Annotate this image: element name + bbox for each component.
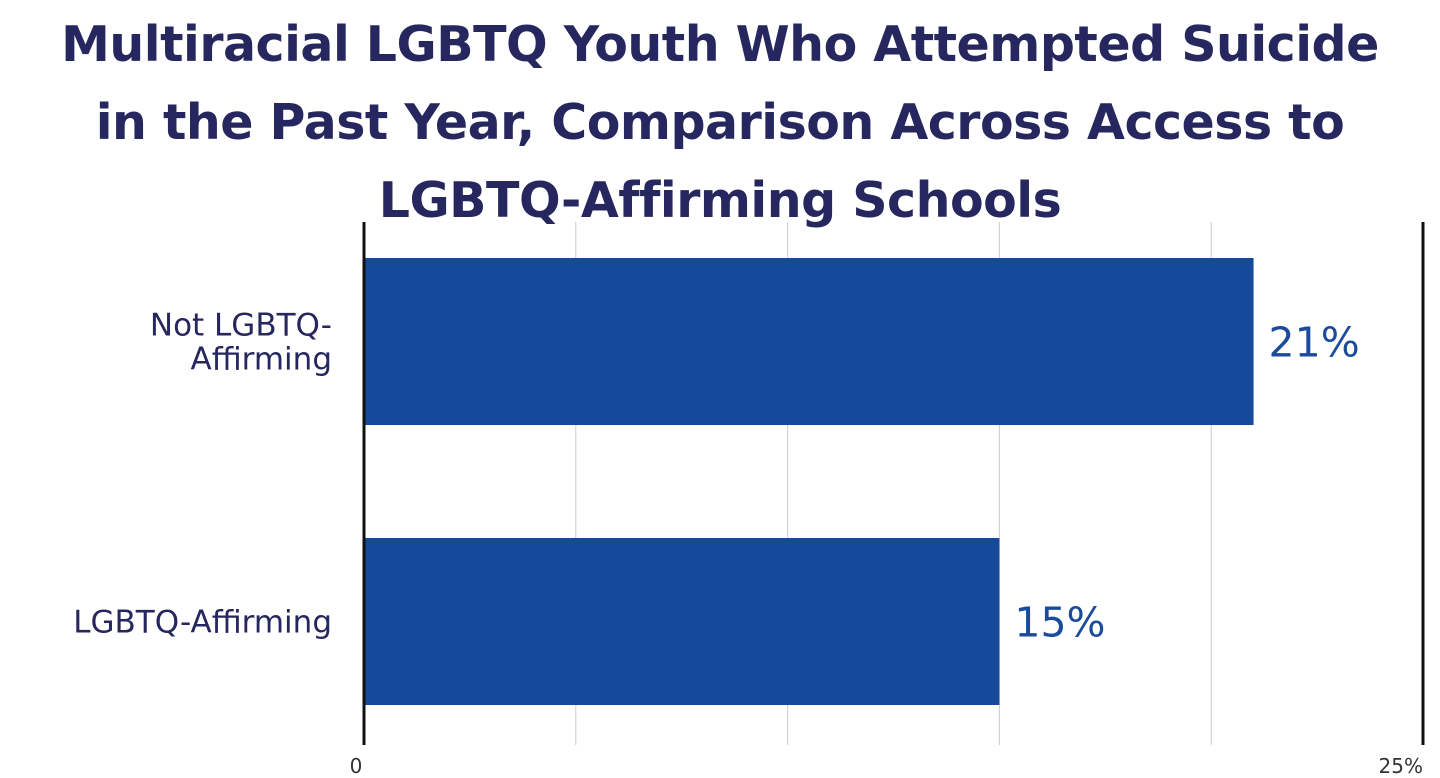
- category-label-1-line-2: Affirming: [190, 342, 332, 378]
- chart-title-line-3: LGBTQ-Affirming Schools: [378, 172, 1062, 229]
- x-tick-label-1: 0: [350, 754, 363, 778]
- x-tick-label-2: 25%: [1379, 754, 1423, 778]
- chart-title-line-1: Multiracial LGBTQ Youth Who Attempted Su…: [61, 16, 1379, 73]
- bar-2: [364, 538, 1000, 705]
- value-label-1: 21%: [1269, 319, 1360, 367]
- category-label-1-line-1: Not LGBTQ-: [150, 308, 332, 344]
- chart-title: Multiracial LGBTQ Youth Who Attempted Su…: [0, 6, 1440, 240]
- chart-title-line-2: in the Past Year, Comparison Across Acce…: [95, 94, 1345, 151]
- category-label-2-line-1: LGBTQ-Affirming: [73, 605, 332, 641]
- bar-1: [364, 258, 1254, 425]
- value-label-2: 15%: [1014, 599, 1105, 647]
